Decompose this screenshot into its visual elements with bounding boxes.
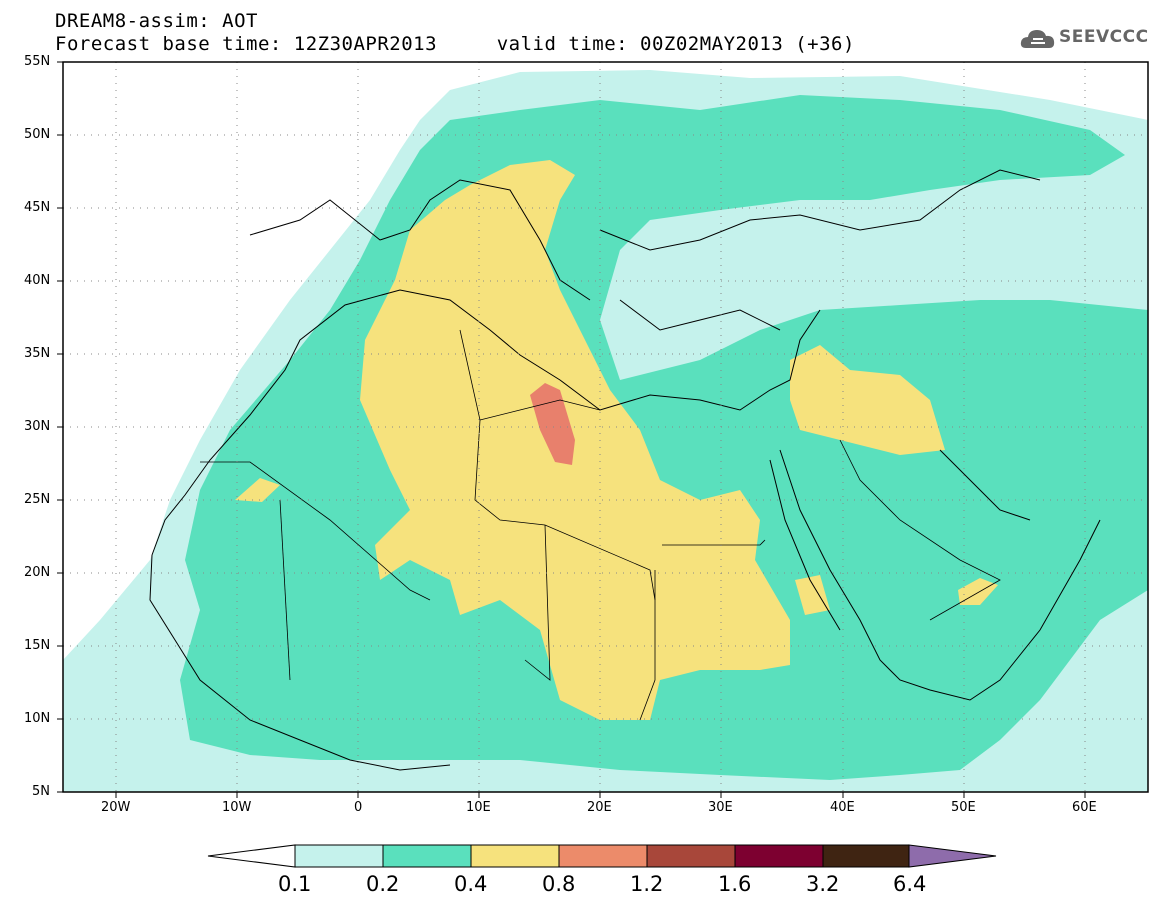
lat-label: 15N [24,638,51,653]
colorbar-label: 0.8 [542,872,576,896]
ticks [57,61,1086,798]
aot-band-0.8-1.2 [530,383,575,465]
colorbar-bin [294,844,384,868]
colorbar-bin [558,844,648,868]
colorbar-label: 3.2 [806,872,840,896]
lat-label: 35N [24,346,51,361]
colorbar-bin [734,844,824,868]
lat-label: 10N [24,711,51,726]
lat-label: 25N [24,492,51,507]
lat-label: 55N [24,54,51,69]
aot-patch-red-sea [795,575,830,615]
lat-label: 45N [24,200,51,215]
lat-label: 20N [24,565,51,580]
lon-label: 10W [222,800,252,815]
lon-label: 30E [708,800,733,815]
colorbar-bin [382,844,472,868]
colorbar-label: 0.1 [278,872,312,896]
colorbar-bin [470,844,560,868]
lon-label: 10E [466,800,491,815]
colorbar-label: 1.6 [718,872,752,896]
borders [200,329,1001,721]
lat-label: 50N [24,127,51,142]
cloud-icon [1020,30,1055,48]
logo-text: SEEVCCC [1059,27,1149,47]
lat-label: 5N [32,784,50,799]
colorbar-label: 0.2 [366,872,400,896]
lon-label: 50E [951,800,976,815]
grid [63,62,1148,792]
colorbar-upper-triangle [908,844,997,868]
lon-label: 60E [1072,800,1097,815]
aot-patch-west-africa [235,478,280,502]
colorbar-label: 0.4 [454,872,488,896]
lat-label: 40N [24,273,51,288]
colorbar-bin [646,844,736,868]
lon-label: 20E [587,800,612,815]
colorbar-lower-triangle [207,844,296,868]
lon-label: 20W [101,800,131,815]
colorbar-label: 6.4 [893,872,927,896]
chart-subtitle: Forecast base time: 12Z30APR2013 valid t… [55,33,855,55]
lon-label: 0 [354,800,363,815]
colorbar-label: 1.2 [630,872,664,896]
aot-patch-middle-east [790,345,945,455]
lon-label: 40E [830,800,855,815]
coastlines [149,169,1101,771]
chart-title: DREAM8-assim: AOT [55,10,258,32]
colorbar-bin [822,844,910,868]
lat-label: 30N [24,419,51,434]
colorbar [207,844,997,868]
